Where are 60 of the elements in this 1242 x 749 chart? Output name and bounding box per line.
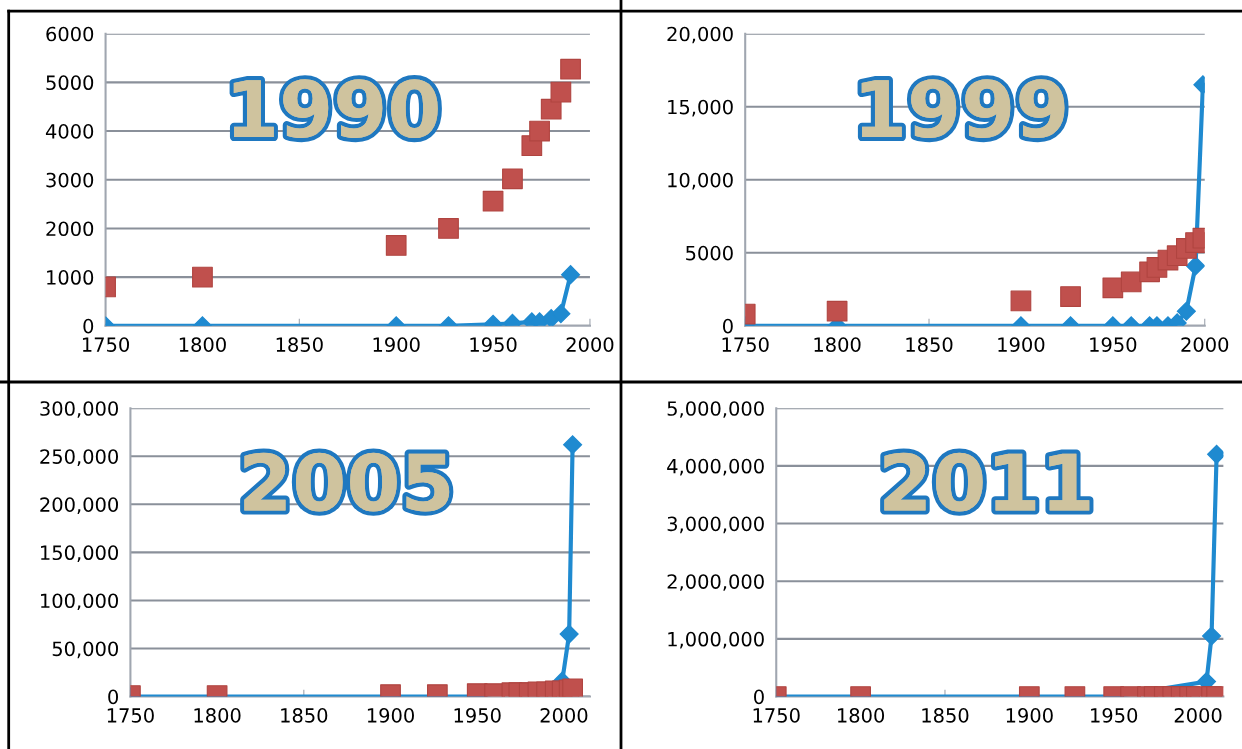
x-tick-label: 1750 — [82, 337, 130, 352]
x-tick-label: 1950 — [1091, 708, 1138, 723]
y-tick-label: 15,000 — [668, 99, 733, 117]
y-tick-label: 150,000 — [41, 545, 119, 563]
y-tick-label: 0 — [108, 689, 119, 705]
x-tick-label: 1750 — [107, 708, 154, 723]
point — [560, 58, 581, 80]
y-tick-label: 250,000 — [40, 449, 119, 466]
y-tick-label: 300,000 — [40, 401, 119, 418]
y-tick-label: 1,000,000 — [668, 631, 764, 649]
x-tick-label: 1850 — [906, 337, 953, 352]
x-tick-label: 1800 — [179, 337, 226, 352]
x-tick-label: 1750 — [753, 708, 800, 723]
x-tick-label: 2000 — [540, 708, 588, 723]
y-tick-label: 20,000 — [667, 26, 733, 44]
y-tick-label: 3,000,000 — [667, 516, 764, 534]
y-tick-label: 2,000,000 — [667, 574, 764, 591]
y-tick-label: 0 — [83, 318, 94, 334]
x-tick-label: 2000 — [566, 337, 614, 352]
x-tick-label: 1800 — [838, 708, 885, 723]
point — [562, 678, 583, 697]
x-tick-label: 1850 — [281, 708, 328, 723]
annotation: 1990 — [233, 79, 438, 139]
x-tick-label: 1850 — [922, 708, 969, 723]
x-tick-label: 1900 — [373, 337, 420, 352]
y-tick-label: 5000 — [46, 75, 94, 91]
y-tick-label: 0 — [723, 318, 733, 334]
point — [563, 435, 583, 455]
y-tick-label: 4000 — [45, 124, 94, 139]
y-tick-label: 1000 — [47, 270, 94, 285]
x-tick-label: 1950 — [454, 708, 501, 723]
point — [550, 81, 572, 103]
y-tick-label: 5000 — [686, 245, 733, 261]
x-tick-label: 1950 — [1090, 337, 1137, 352]
y-tick-label: 100,000 — [41, 593, 119, 611]
x-tick-label: 1800 — [814, 337, 861, 352]
x-tick-label: 1750 — [722, 337, 769, 352]
point — [502, 168, 523, 190]
x-tick-label: 2000 — [1181, 337, 1229, 352]
x-tick-label: 1900 — [998, 337, 1045, 352]
x-tick-label: 1850 — [276, 337, 323, 352]
point — [529, 120, 550, 142]
point — [482, 190, 504, 212]
x-tick-label: 1900 — [367, 708, 414, 723]
y-tick-label: 200,000 — [40, 497, 119, 514]
y-tick-label: 50,000 — [52, 641, 119, 659]
point — [540, 98, 562, 120]
y-tick-label: 3000 — [46, 172, 94, 188]
x-tick-label: 1950 — [470, 337, 517, 352]
y-tick-label: 10,000 — [668, 172, 733, 190]
annotation: 2005 — [244, 452, 450, 512]
y-tick-label: 6000 — [46, 26, 94, 42]
x-tick-label: 1900 — [1006, 708, 1053, 723]
y-tick-label: 5,000,000 — [667, 401, 764, 418]
annotation: 2011 — [884, 452, 1090, 512]
y-tick-label: 2000 — [46, 221, 94, 237]
x-tick-label: 2000 — [1174, 708, 1222, 723]
y-tick-label: 4,000,000 — [667, 458, 764, 476]
x-tick-label: 1800 — [194, 708, 241, 723]
y-tick-label: 0 — [754, 689, 764, 705]
